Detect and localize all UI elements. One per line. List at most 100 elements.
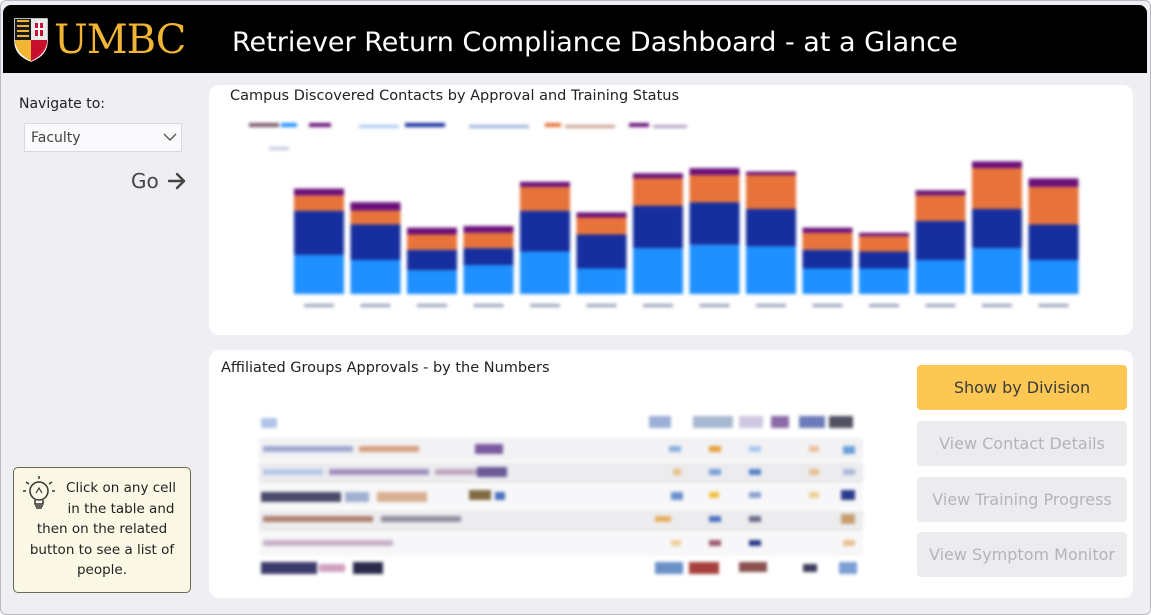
table-cell — [749, 446, 761, 452]
bar-segment[interactable] — [972, 161, 1022, 169]
bar-segment[interactable] — [463, 248, 514, 266]
bar-segment[interactable] — [746, 171, 796, 175]
select-value: Faculty — [31, 130, 81, 146]
bar-segment[interactable] — [689, 168, 740, 175]
x-tick-label — [473, 304, 504, 307]
bar-segment[interactable] — [859, 236, 909, 252]
table-cell — [809, 446, 819, 452]
bar-segment[interactable] — [746, 246, 796, 294]
bar-segment[interactable] — [633, 248, 683, 294]
bar-segment[interactable] — [520, 186, 570, 211]
bar-segment[interactable] — [802, 249, 853, 269]
table-cell — [671, 540, 681, 546]
bar-segment[interactable] — [294, 210, 344, 255]
bar-segment[interactable] — [576, 217, 627, 235]
table-row[interactable] — [259, 486, 863, 508]
table-cell — [709, 540, 721, 546]
bar-segment[interactable] — [520, 210, 570, 252]
shield-icon — [14, 18, 48, 62]
table-cell — [843, 446, 855, 454]
x-tick-label — [812, 304, 843, 307]
bar-segment[interactable] — [633, 173, 683, 179]
show-by-division-button[interactable]: Show by Division — [917, 365, 1127, 410]
table-cell — [475, 444, 503, 454]
bar-segment[interactable] — [633, 205, 683, 249]
go-button[interactable]: Go — [131, 169, 187, 193]
bar-segment[interactable] — [859, 232, 909, 237]
bar-segment[interactable] — [746, 209, 796, 247]
bar-segment[interactable] — [746, 175, 796, 209]
view-symptom-monitor-button[interactable]: View Symptom Monitor — [917, 532, 1127, 577]
bar-segment[interactable] — [350, 260, 401, 294]
bar-segment[interactable] — [407, 234, 457, 250]
bar-segment[interactable] — [407, 270, 457, 294]
x-tick-label — [586, 304, 617, 307]
bar-segment[interactable] — [915, 260, 966, 294]
bar-segment[interactable] — [972, 209, 1022, 249]
bar-segment[interactable] — [294, 195, 344, 211]
bar-segment[interactable] — [972, 248, 1022, 294]
bar-segment[interactable] — [350, 202, 401, 211]
legend-mark — [545, 123, 561, 127]
legend-mark — [309, 123, 331, 127]
bar-segment[interactable] — [689, 244, 740, 294]
header-bar: UMBC Retriever Return Compliance Dashboa… — [3, 5, 1147, 73]
table-row[interactable] — [259, 534, 863, 556]
x-tick-label — [869, 304, 899, 307]
arrow-right-icon — [167, 172, 185, 190]
approvals-table[interactable] — [209, 350, 889, 598]
navigate-select[interactable]: Faculty — [24, 123, 182, 152]
table-cell — [749, 516, 761, 522]
table-cell — [655, 562, 683, 574]
page-title: Retriever Return Compliance Dashboard - … — [232, 27, 958, 58]
bar-segment[interactable] — [802, 227, 853, 233]
bar-segment[interactable] — [576, 234, 627, 269]
bar-segment[interactable] — [407, 249, 457, 271]
bar-segment[interactable] — [859, 268, 909, 295]
bar-segment[interactable] — [520, 181, 570, 187]
bar-segment[interactable] — [463, 265, 514, 294]
chevron-down-icon — [163, 133, 177, 141]
table-cell — [709, 446, 721, 452]
bar-segment[interactable] — [859, 251, 909, 269]
table-row[interactable] — [259, 462, 863, 484]
bar-segment[interactable] — [689, 175, 740, 203]
bar-segment[interactable] — [463, 232, 514, 249]
bar-segment[interactable] — [1028, 186, 1079, 225]
chart-title: Campus Discovered Contacts by Approval a… — [230, 88, 679, 104]
bar-segment[interactable] — [802, 268, 853, 295]
bar-segment[interactable] — [1028, 224, 1079, 260]
table-row[interactable] — [259, 558, 863, 578]
bar-segment[interactable] — [463, 226, 514, 233]
bar-segment[interactable] — [1028, 260, 1079, 294]
bar-segment[interactable] — [633, 178, 683, 206]
bar-segment[interactable] — [915, 195, 966, 221]
bar-segment[interactable] — [350, 210, 401, 225]
bar-segment[interactable] — [294, 254, 344, 294]
legend-mark — [629, 123, 649, 127]
bar-segment[interactable] — [576, 212, 627, 218]
table-cell — [263, 446, 353, 452]
table-row[interactable] — [259, 438, 863, 460]
bar-segment[interactable] — [576, 268, 627, 295]
bar-segment[interactable] — [1028, 178, 1079, 187]
bar-segment[interactable] — [915, 220, 966, 260]
bar-segment[interactable] — [802, 232, 853, 250]
bar-segment[interactable] — [520, 251, 570, 295]
view-contact-details-button[interactable]: View Contact Details — [917, 421, 1127, 466]
legend-mark — [359, 125, 399, 128]
bar-segment[interactable] — [689, 202, 740, 245]
bar-segment[interactable] — [350, 224, 401, 260]
table-cell — [381, 516, 461, 522]
table-row[interactable] — [259, 510, 863, 532]
table-cell — [435, 469, 485, 475]
x-tick-label — [360, 304, 391, 307]
bar-segment[interactable] — [294, 188, 344, 196]
bar-segment[interactable] — [407, 227, 457, 235]
view-training-progress-button[interactable]: View Training Progress — [917, 477, 1127, 522]
table-cell — [709, 469, 721, 475]
table-cell — [345, 492, 369, 502]
bar-segment[interactable] — [915, 190, 966, 196]
x-tick-label — [925, 304, 956, 307]
bar-segment[interactable] — [972, 168, 1022, 209]
